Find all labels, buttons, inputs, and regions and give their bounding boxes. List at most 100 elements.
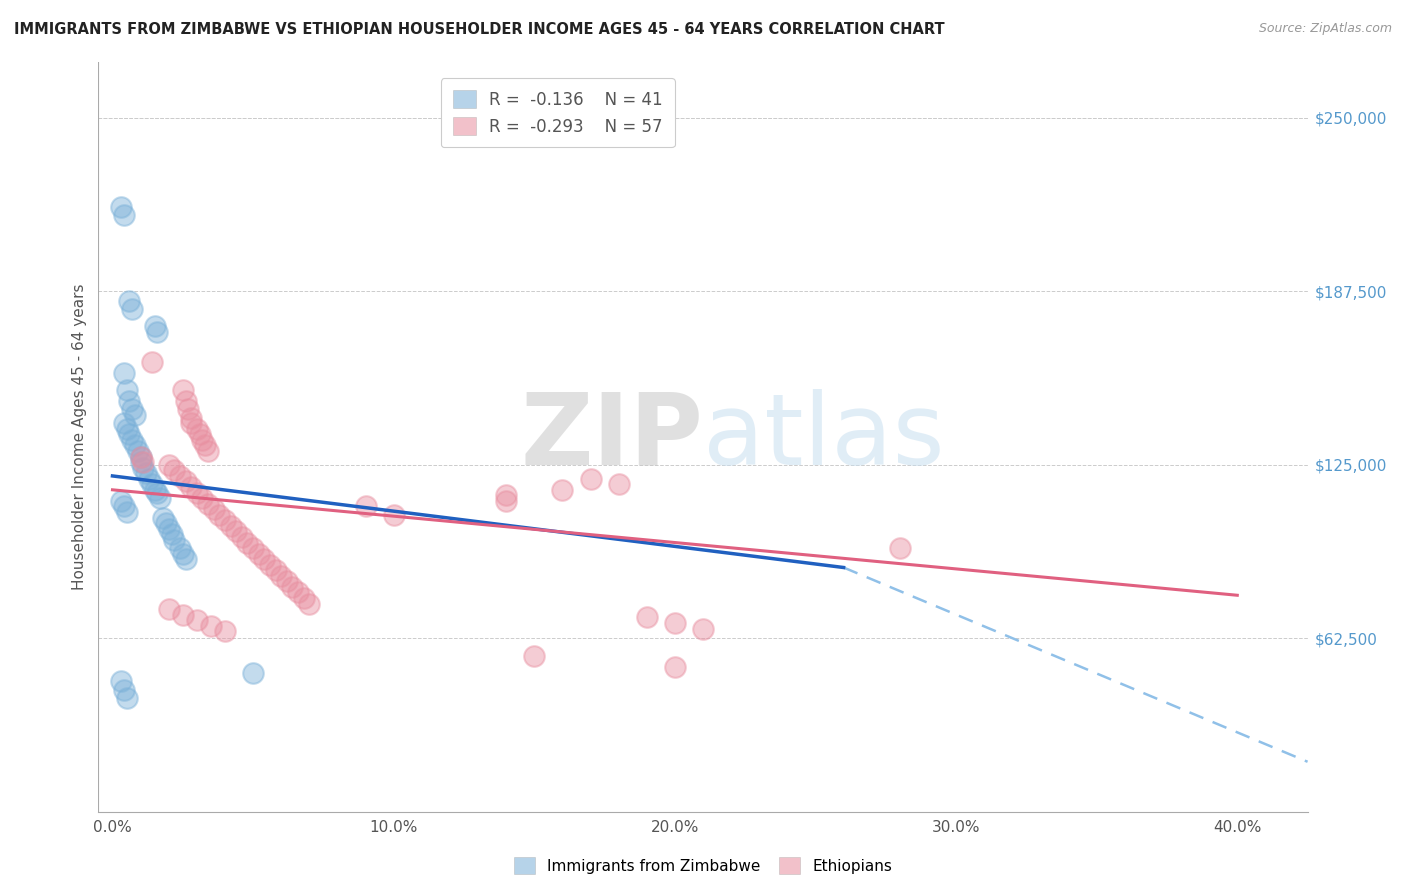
Point bbox=[118, 427, 141, 442]
Y-axis label: Householder Income Ages 45 - 64 years: Householder Income Ages 45 - 64 years bbox=[72, 284, 87, 591]
Point bbox=[579, 472, 602, 486]
Point bbox=[225, 524, 247, 539]
Point bbox=[495, 488, 517, 502]
Point bbox=[231, 530, 253, 544]
Point bbox=[186, 613, 208, 627]
Point bbox=[264, 563, 287, 577]
Point bbox=[163, 533, 186, 547]
Point bbox=[138, 472, 160, 486]
Point bbox=[143, 319, 166, 334]
Point bbox=[124, 438, 146, 452]
Point bbox=[174, 394, 197, 409]
Point bbox=[172, 547, 194, 561]
Point bbox=[121, 302, 143, 317]
Point bbox=[607, 477, 630, 491]
Point bbox=[112, 500, 135, 514]
Point bbox=[214, 624, 236, 639]
Text: IMMIGRANTS FROM ZIMBABWE VS ETHIOPIAN HOUSEHOLDER INCOME AGES 45 - 64 YEARS CORR: IMMIGRANTS FROM ZIMBABWE VS ETHIOPIAN HO… bbox=[14, 22, 945, 37]
Point bbox=[112, 366, 135, 380]
Point bbox=[191, 433, 214, 447]
Point bbox=[259, 558, 281, 572]
Point bbox=[354, 500, 377, 514]
Point bbox=[194, 438, 217, 452]
Point bbox=[118, 394, 141, 409]
Point bbox=[664, 660, 686, 674]
Point bbox=[191, 491, 214, 505]
Point bbox=[174, 475, 197, 489]
Point bbox=[889, 541, 911, 555]
Point bbox=[115, 383, 138, 397]
Point bbox=[112, 682, 135, 697]
Point bbox=[129, 450, 152, 464]
Point bbox=[124, 408, 146, 422]
Point bbox=[160, 527, 183, 541]
Point bbox=[112, 208, 135, 222]
Point bbox=[495, 494, 517, 508]
Point bbox=[276, 574, 298, 589]
Point bbox=[186, 422, 208, 436]
Point bbox=[157, 458, 180, 472]
Point bbox=[636, 610, 658, 624]
Point bbox=[112, 416, 135, 430]
Point bbox=[132, 460, 155, 475]
Legend: R =  -0.136    N = 41, R =  -0.293    N = 57: R = -0.136 N = 41, R = -0.293 N = 57 bbox=[441, 78, 675, 147]
Point bbox=[121, 433, 143, 447]
Point bbox=[180, 480, 202, 494]
Point bbox=[236, 535, 259, 549]
Point bbox=[146, 325, 169, 339]
Point bbox=[180, 410, 202, 425]
Point bbox=[382, 508, 405, 522]
Point bbox=[110, 674, 132, 689]
Point bbox=[242, 541, 264, 555]
Text: Source: ZipAtlas.com: Source: ZipAtlas.com bbox=[1258, 22, 1392, 36]
Point bbox=[129, 450, 152, 464]
Point bbox=[253, 552, 276, 566]
Point bbox=[551, 483, 574, 497]
Point bbox=[115, 505, 138, 519]
Legend: Immigrants from Zimbabwe, Ethiopians: Immigrants from Zimbabwe, Ethiopians bbox=[508, 851, 898, 880]
Point bbox=[141, 355, 163, 369]
Point bbox=[132, 455, 155, 469]
Text: atlas: atlas bbox=[703, 389, 945, 485]
Point bbox=[180, 416, 202, 430]
Point bbox=[152, 510, 174, 524]
Point bbox=[157, 602, 180, 616]
Point bbox=[169, 469, 191, 483]
Point bbox=[141, 477, 163, 491]
Point bbox=[135, 466, 157, 480]
Point bbox=[242, 665, 264, 680]
Text: ZIP: ZIP bbox=[520, 389, 703, 485]
Point bbox=[188, 427, 211, 442]
Point bbox=[172, 607, 194, 622]
Point bbox=[155, 516, 177, 530]
Point bbox=[247, 547, 270, 561]
Point bbox=[200, 619, 222, 633]
Point bbox=[146, 485, 169, 500]
Point bbox=[197, 497, 219, 511]
Point bbox=[118, 294, 141, 309]
Point bbox=[115, 422, 138, 436]
Point bbox=[664, 615, 686, 630]
Point bbox=[174, 552, 197, 566]
Point bbox=[163, 463, 186, 477]
Point bbox=[186, 485, 208, 500]
Point bbox=[219, 519, 242, 533]
Point bbox=[115, 690, 138, 705]
Point bbox=[157, 522, 180, 536]
Point bbox=[281, 580, 304, 594]
Point bbox=[208, 508, 231, 522]
Point bbox=[143, 483, 166, 497]
Point bbox=[292, 591, 315, 605]
Point bbox=[110, 494, 132, 508]
Point bbox=[202, 502, 225, 516]
Point bbox=[270, 569, 292, 583]
Point bbox=[298, 597, 321, 611]
Point bbox=[287, 585, 309, 599]
Point bbox=[110, 200, 132, 214]
Point bbox=[172, 383, 194, 397]
Point bbox=[523, 649, 546, 664]
Point bbox=[169, 541, 191, 555]
Point bbox=[197, 444, 219, 458]
Point bbox=[127, 444, 149, 458]
Point bbox=[177, 402, 200, 417]
